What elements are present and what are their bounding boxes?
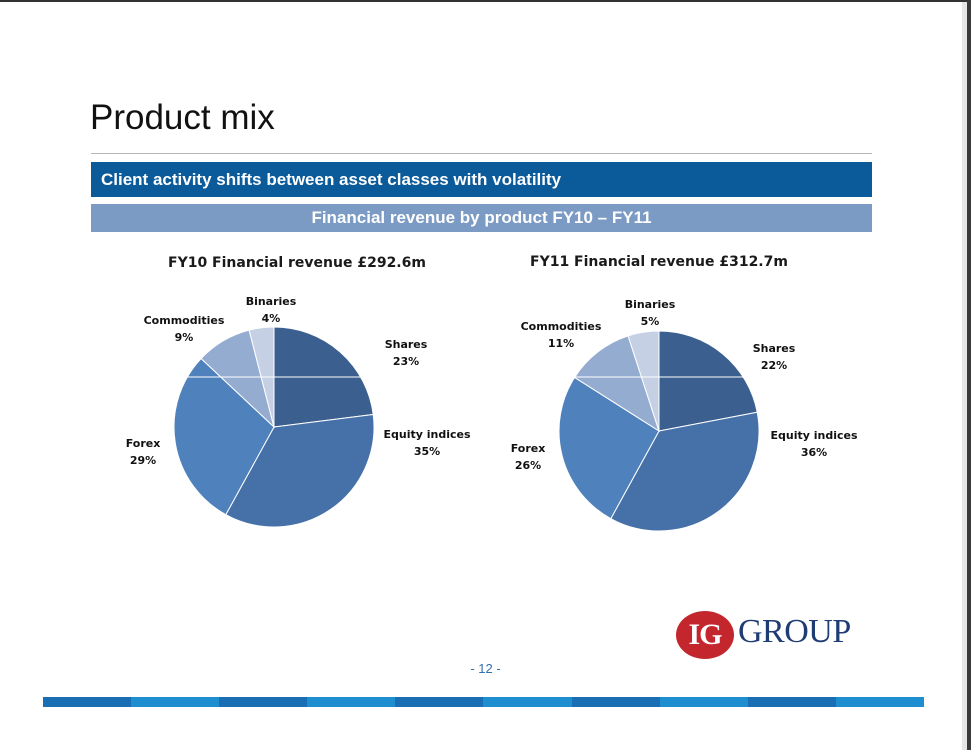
headline-banner: Client activity shifts between asset cla… [91,162,872,197]
logo-mark: IG [676,611,734,659]
pie-label-value: 5% [640,315,660,328]
footer-segment [659,697,748,707]
pie-label-fy10-forex: Forex 29% [126,435,161,469]
pie-slice-fy11-forex [558,376,660,520]
footer-segment [43,697,132,707]
pie-label-category: Forex [510,442,546,455]
footer-segment [395,697,484,707]
window-frame-right [967,0,971,750]
footer-segment [571,697,660,707]
window-frame-top [0,0,971,2]
pie-label-category: Forex [125,437,161,450]
pie-slice-fy11-shares [658,330,758,432]
footer-segment [747,697,836,707]
pie-label-category: Binaries [245,295,297,308]
footer-color-bar [43,697,924,707]
pie-label-value: 36% [800,446,828,459]
pie-label-category: Equity indices [383,428,471,441]
pie-label-fy11-binaries: Binaries 5% [625,296,676,330]
pie-label-value: 35% [413,445,441,458]
pie-label-value: 29% [129,454,157,467]
pie-label-fy11-shares: Shares 22% [753,340,796,374]
pie-label-value: 22% [760,359,788,372]
pie-label-fy10-equity-indices: Equity indices 35% [383,426,470,460]
pie-label-category: Equity indices [770,429,858,442]
pie-label-category: Shares [752,342,796,355]
scrollbar-track[interactable] [962,2,967,750]
footer-segment [131,697,220,707]
footer-segment [307,697,396,707]
page-number: - 12 - [470,661,501,676]
pie-label-value: 26% [514,459,542,472]
pie-slice-fy11-equity-indices [610,411,760,532]
chart-section-banner: Financial revenue by product FY10 – FY11 [91,204,872,232]
pie-label-fy11-commodities: Commodities 11% [521,318,602,352]
pie-label-value: 4% [261,312,281,325]
pie-label-value: 9% [174,331,194,344]
footer-segment [483,697,572,707]
pie-slice-fy10-forex [173,357,275,516]
ig-group-logo: IG GROUP [676,609,876,663]
pie-label-fy10-shares: Shares 23% [385,336,428,370]
pie-slice-fy11-commodities [573,335,660,433]
pie-slice-fy10-equity-indices [225,413,375,528]
chart-title-fy11: FY11 Financial revenue £312.7m [530,254,788,270]
pie-label-fy10-commodities: Commodities 9% [144,312,225,346]
pie-label-fy11-equity-indices: Equity indices 36% [770,427,857,461]
pie-slice-fy11-binaries [627,330,660,432]
footer-segment [835,697,924,707]
pie-label-category: Commodities [143,314,225,327]
slide-title: Product mix [90,98,275,137]
title-divider [91,153,872,154]
chart-title-fy10: FY10 Financial revenue £292.6m [168,255,426,271]
pie-label-category: Binaries [624,298,676,311]
pie-label-category: Shares [384,338,428,351]
pie-label-fy11-forex: Forex 26% [511,440,546,474]
pie-label-value: 11% [547,337,575,350]
pie-label-fy10-binaries: Binaries 4% [246,293,297,327]
footer-segment [219,697,308,707]
pie-label-category: Commodities [520,320,602,333]
logo-wordmark: GROUP [738,613,851,650]
pie-label-value: 23% [392,355,420,368]
